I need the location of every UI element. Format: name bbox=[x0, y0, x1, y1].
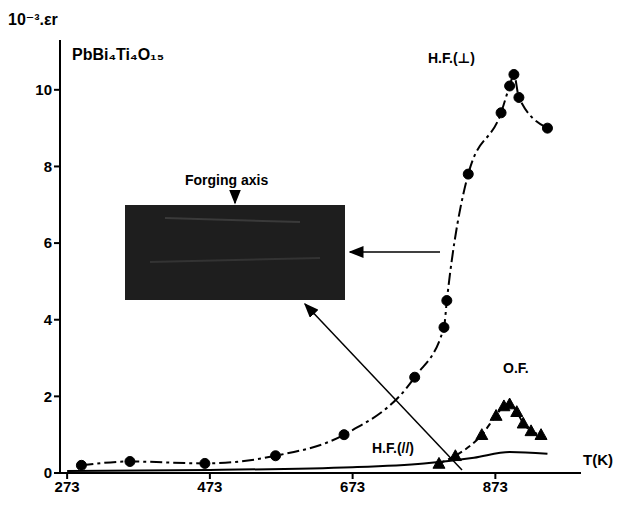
html-text:T(K): T(K) bbox=[583, 451, 613, 468]
html-text:PbBi₄Ti₄O₁₅: PbBi₄Ti₄O₁₅ bbox=[72, 46, 164, 63]
html-text:H.F.(⊥): H.F.(⊥) bbox=[428, 50, 475, 66]
svg-text:8: 8 bbox=[44, 158, 52, 175]
html-text:10⁻³.εr: 10⁻³.εr bbox=[8, 11, 58, 28]
html-text:H.F.(//): H.F.(//) bbox=[372, 440, 414, 456]
html-text:O.F.: O.F. bbox=[503, 360, 529, 376]
svg-text:4: 4 bbox=[44, 311, 53, 328]
svg-text:10: 10 bbox=[35, 81, 52, 98]
html-text:Forging axis: Forging axis bbox=[185, 172, 269, 188]
svg-text:473: 473 bbox=[197, 478, 222, 495]
svg-text:273: 273 bbox=[55, 478, 80, 495]
svg-text:2: 2 bbox=[44, 388, 52, 405]
svg-text:873: 873 bbox=[483, 478, 508, 495]
svg-text:0: 0 bbox=[44, 464, 52, 481]
svg-text:673: 673 bbox=[340, 478, 365, 495]
svg-text:6: 6 bbox=[44, 234, 52, 251]
